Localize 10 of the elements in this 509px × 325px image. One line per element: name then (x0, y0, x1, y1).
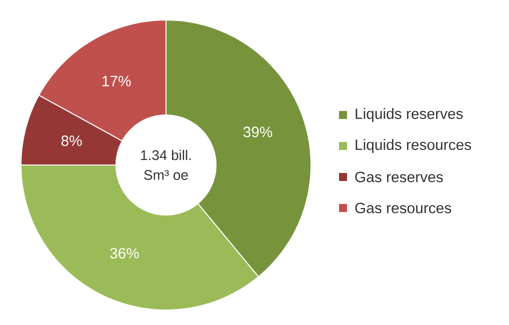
text: 1.34 bill. (141, 150, 191, 160)
data-label: 17% (102, 76, 131, 86)
data-label: 39% (243, 126, 272, 138)
legend-label: Gas resources (355, 202, 452, 214)
legend-label: Liquids resources (356, 139, 472, 153)
data-label: 8% (61, 135, 82, 146)
legend-label: Liquids reserves (356, 108, 463, 122)
text: Sm³ oe (144, 170, 188, 180)
data-label: 36% (110, 248, 139, 259)
legend-label: Gas reserves (355, 172, 443, 182)
